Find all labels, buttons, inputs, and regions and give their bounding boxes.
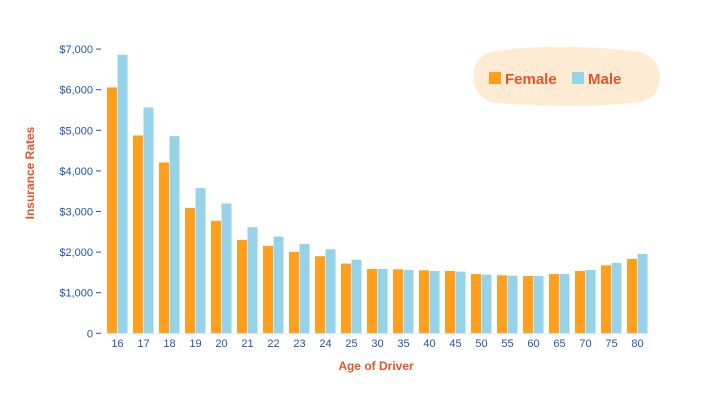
legend: Female Male: [473, 46, 660, 106]
y-tick-label: $1,000: [59, 288, 93, 300]
bar-female-20: [211, 220, 221, 334]
x-tick-label: 16: [111, 338, 123, 350]
bar-female-25: [341, 263, 351, 334]
bar-male-75: [611, 262, 622, 334]
bars: [107, 54, 648, 334]
x-tick-label: 24: [319, 338, 331, 350]
bar-female-80: [627, 258, 637, 334]
bar-male-60: [533, 275, 544, 334]
bar-female-30: [367, 268, 377, 334]
bar-female-23: [289, 251, 299, 334]
x-tick-label: 80: [631, 338, 643, 350]
bar-female-24: [315, 256, 325, 334]
bar-male-45: [455, 271, 466, 334]
bar-female-18: [159, 162, 169, 334]
y-tick-label: $5,000: [59, 125, 93, 137]
x-tick-label: 55: [501, 338, 513, 350]
x-tick-label: 23: [293, 338, 305, 350]
bar-male-23: [299, 243, 310, 334]
bar-female-35: [393, 269, 403, 334]
y-axis: 0 $1,000 $2,000 $3,000 $4,000 $5,000 $6,000 $7,…: [59, 44, 101, 340]
x-tick-label: 50: [475, 338, 487, 350]
x-tick-label: 25: [345, 338, 357, 350]
x-tick-label: 65: [553, 338, 565, 350]
y-tick-label: $2,000: [59, 247, 93, 259]
x-tick-label: 70: [579, 338, 591, 350]
bar-male-55: [507, 275, 518, 334]
x-tick-label: 30: [371, 338, 383, 350]
bar-male-21: [247, 227, 258, 334]
bar-female-75: [601, 265, 611, 334]
bar-male-22: [273, 236, 284, 334]
x-tick-label: 20: [215, 338, 227, 350]
bar-female-22: [263, 245, 273, 334]
bar-female-19: [185, 207, 195, 334]
x-axis: 16 17 18 19 20 21 22 23 24 25 30 35 40 45 50 55 60 65 70 75…: [104, 333, 648, 350]
bar-male-25: [351, 259, 362, 334]
x-tick-label: 40: [423, 338, 435, 350]
y-tick-label: 0: [87, 328, 93, 340]
bar-male-17: [143, 107, 154, 334]
legend-swatch-female: [489, 72, 501, 84]
x-tick-label: 17: [137, 338, 149, 350]
bar-male-70: [585, 269, 596, 334]
x-tick-label: 19: [189, 338, 201, 350]
bar-female-60: [523, 275, 533, 334]
bar-male-40: [429, 270, 440, 334]
x-tick-label: 60: [527, 338, 539, 350]
bar-female-40: [419, 270, 429, 334]
bar-female-17: [133, 135, 143, 334]
x-tick-label: 75: [605, 338, 617, 350]
y-tick-label: $7,000: [59, 44, 93, 56]
y-tick-label: $3,000: [59, 207, 93, 219]
legend-background: [473, 46, 660, 106]
bar-male-80: [637, 253, 648, 334]
bar-female-21: [237, 239, 247, 334]
bar-male-20: [221, 203, 232, 334]
legend-label-male: Male: [588, 71, 621, 88]
x-tick-label: 21: [241, 338, 253, 350]
bar-male-19: [195, 188, 206, 334]
x-tick-label: 35: [397, 338, 409, 350]
y-tick-label: $6,000: [59, 85, 93, 97]
bar-female-65: [549, 273, 559, 334]
x-axis-label: Age of Driver: [338, 359, 414, 373]
bar-female-45: [445, 270, 455, 334]
bar-female-16: [107, 87, 117, 334]
bar-female-70: [575, 270, 585, 334]
bar-male-50: [481, 274, 492, 334]
bar-male-30: [377, 268, 388, 334]
bar-male-65: [559, 273, 570, 334]
bar-male-24: [325, 249, 336, 334]
y-axis-label: Insurance Rates: [23, 126, 37, 219]
x-tick-label: 22: [267, 338, 279, 350]
y-tick-label: $4,000: [59, 166, 93, 178]
bar-male-35: [403, 269, 414, 334]
bar-female-55: [497, 275, 507, 334]
legend-swatch-male: [572, 72, 584, 84]
bar-male-18: [169, 136, 180, 334]
legend-label-female: Female: [505, 71, 557, 88]
x-tick-label: 45: [449, 338, 461, 350]
x-tick-label: 18: [163, 338, 175, 350]
bar-male-16: [117, 54, 128, 334]
bar-female-50: [471, 273, 481, 334]
